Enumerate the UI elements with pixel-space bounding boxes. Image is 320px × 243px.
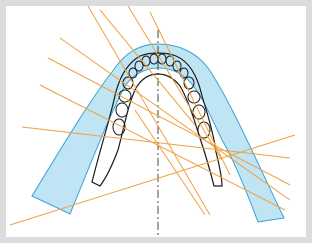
- diagram: [0, 0, 312, 243]
